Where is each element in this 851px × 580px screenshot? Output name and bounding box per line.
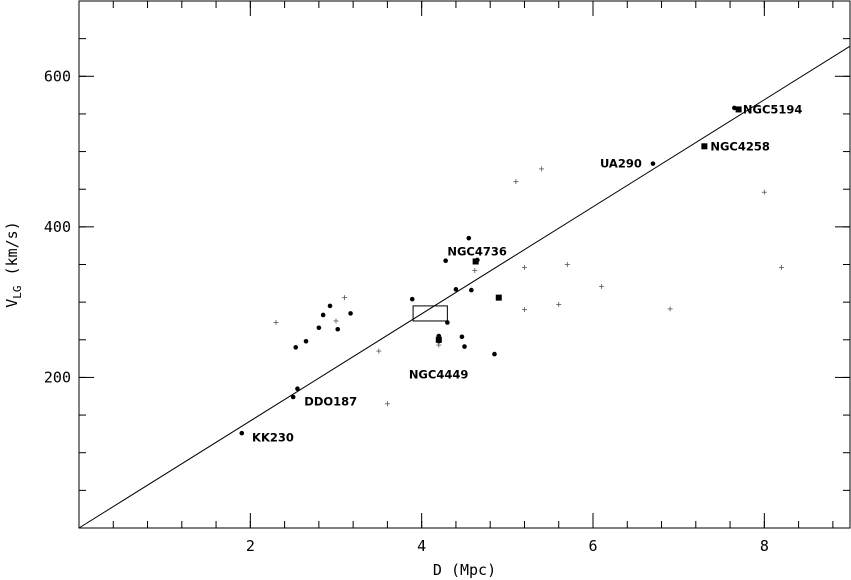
- data-point-dot: [295, 386, 300, 392]
- galaxy-label: UA290: [600, 157, 642, 171]
- data-point-dot: [293, 345, 299, 350]
- data-point-dot: [453, 287, 459, 292]
- data-point-dot: [239, 430, 245, 436]
- galaxy-label: DDO187: [304, 395, 357, 409]
- data-point-dot: [466, 235, 472, 241]
- group-box: [412, 305, 448, 322]
- y-tick-label: 200: [44, 368, 71, 386]
- data-point-plus: [513, 179, 519, 185]
- data-point-dot: [327, 303, 333, 309]
- data-point-dot: [348, 311, 353, 316]
- data-point-dot: [445, 320, 450, 325]
- data-point-dot: [492, 351, 497, 357]
- data-point-square: [735, 106, 742, 113]
- y-axis-label-main: V: [3, 299, 21, 308]
- data-point-dot: [303, 338, 309, 344]
- data-point-plus: [436, 342, 442, 348]
- data-point-plus: [472, 268, 478, 274]
- data-point-dot: [409, 296, 415, 302]
- data-point-square: [495, 294, 502, 301]
- y-axis-label: VLG (km/s): [3, 221, 24, 307]
- data-point-square: [701, 143, 708, 150]
- x-tick-label: 8: [760, 537, 769, 555]
- data-point-dot: [650, 161, 656, 166]
- plot-frame: [78, 0, 851, 529]
- data-point-plus: [342, 295, 348, 301]
- x-axis-label: D (Mpc): [433, 561, 496, 579]
- y-axis-label-subscript: LG: [11, 285, 24, 298]
- y-axis-label-unit: (km/s): [3, 221, 21, 275]
- data-point-plus: [384, 401, 390, 407]
- data-point-dot: [290, 394, 296, 400]
- data-point-plus: [273, 319, 279, 325]
- galaxy-label: NGC4449: [409, 367, 469, 381]
- hubble-fit-line: [78, 45, 851, 529]
- x-tick-label: 2: [246, 537, 255, 555]
- data-point-dot: [469, 287, 474, 293]
- data-point-dot: [335, 326, 341, 332]
- data-point-square: [472, 258, 479, 265]
- data-point-dot: [459, 334, 465, 340]
- data-point-dot: [316, 325, 322, 331]
- data-point-plus: [599, 283, 605, 289]
- data-point-plus: [376, 348, 382, 354]
- data-point-dot: [462, 344, 467, 349]
- galaxy-label: NGC5194: [743, 102, 803, 116]
- data-point-dot: [443, 258, 448, 264]
- y-tick-label: 400: [44, 218, 71, 236]
- plot-area: 2 4 6 8 200 400 600: [44, 0, 851, 555]
- data-point-plus: [667, 306, 673, 312]
- annotation-labels: NGC5194 NGC4258 UA290 NGC4736 NGC4449 DDO187 K…: [252, 102, 802, 444]
- data-point-plus: [521, 265, 527, 271]
- data-point-plus: [778, 265, 784, 271]
- x-tick-label: 4: [417, 537, 426, 555]
- galaxy-label: NGC4736: [447, 245, 507, 259]
- data-point-dot: [320, 312, 326, 318]
- data-point-plus: [521, 307, 527, 313]
- data-point-plus: [556, 301, 562, 307]
- data-point-plus: [333, 318, 339, 324]
- data-point-square: [435, 336, 442, 343]
- data-point-dot: [732, 105, 737, 111]
- data-point-plus: [539, 166, 545, 172]
- data-point-plus: [761, 189, 767, 195]
- data-marks: [78, 45, 851, 529]
- y-tick-label: 600: [44, 67, 71, 85]
- x-tick-label: 6: [588, 537, 597, 555]
- galaxy-label: NGC4258: [710, 139, 770, 153]
- data-point-plus: [564, 262, 570, 267]
- galaxy-label: KK230: [252, 431, 294, 445]
